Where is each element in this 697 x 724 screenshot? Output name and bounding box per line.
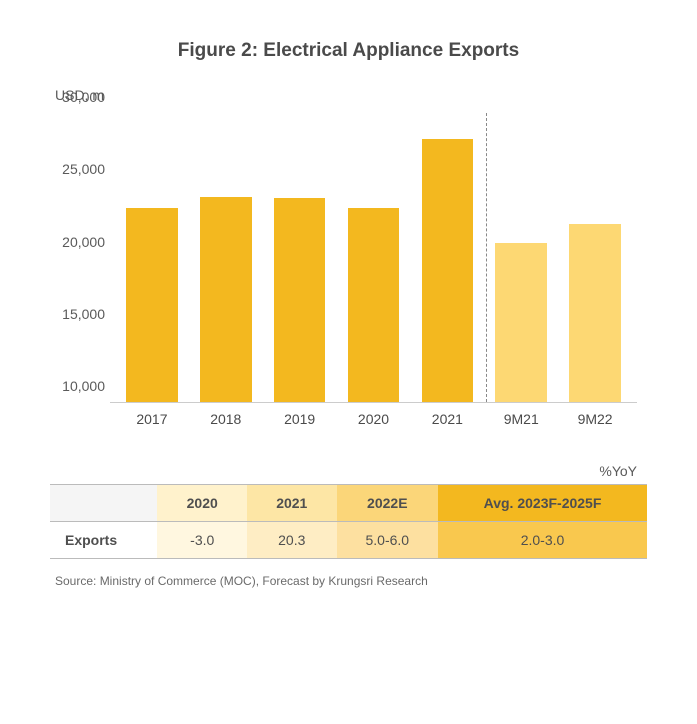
bar <box>422 139 474 402</box>
bars-container <box>110 113 637 402</box>
table-cell: 2.0-3.0 <box>438 522 647 559</box>
table-header-cell <box>50 485 157 522</box>
yoy-label: %YoY <box>50 463 637 479</box>
x-tick-label: 2019 <box>263 403 337 433</box>
y-tick: 30,000 <box>50 89 105 105</box>
table-cell: -3.0 <box>157 522 247 559</box>
source-text: Source: Ministry of Commerce (MOC), Fore… <box>55 574 647 588</box>
bar-slot <box>263 113 337 402</box>
bar <box>569 224 621 402</box>
chart-area: 10,00015,00020,00025,00030,000 201720182… <box>110 113 637 433</box>
data-table: 202020212022EAvg. 2023F-2025F Exports-3.… <box>50 484 647 559</box>
x-tick-label: 9M22 <box>558 403 632 433</box>
bar <box>348 208 400 402</box>
bar <box>126 208 178 402</box>
bar-slot <box>337 113 411 402</box>
x-tick-label: 2021 <box>410 403 484 433</box>
table-row: Exports-3.020.35.0-6.02.0-3.0 <box>50 522 647 559</box>
figure-container: Figure 2: Electrical Appliance Exports U… <box>0 0 697 724</box>
bar <box>495 243 547 402</box>
bar-slot <box>484 113 558 402</box>
table-header-cell: Avg. 2023F-2025F <box>438 485 647 522</box>
bar <box>274 198 326 402</box>
forecast-divider <box>486 113 487 402</box>
y-tick: 20,000 <box>50 234 105 250</box>
bar <box>200 197 252 402</box>
chart-title: Figure 2: Electrical Appliance Exports <box>50 40 647 62</box>
table-header-cell: 2021 <box>247 485 337 522</box>
bar-slot <box>115 113 189 402</box>
y-axis-label: USD, m <box>55 87 647 103</box>
table-header-cell: 2020 <box>157 485 247 522</box>
table-header-row: 202020212022EAvg. 2023F-2025F <box>50 485 647 522</box>
plot-region: 10,00015,00020,00025,00030,000 <box>110 113 637 403</box>
x-labels: 201720182019202020219M219M22 <box>110 403 637 433</box>
x-tick-label: 2018 <box>189 403 263 433</box>
x-tick-label: 2020 <box>337 403 411 433</box>
table-header-cell: 2022E <box>337 485 438 522</box>
bar-slot <box>558 113 632 402</box>
table-cell: Exports <box>50 522 157 559</box>
y-tick: 25,000 <box>50 161 105 177</box>
x-tick-label: 9M21 <box>484 403 558 433</box>
table-cell: 5.0-6.0 <box>337 522 438 559</box>
bar-slot <box>410 113 484 402</box>
y-tick: 10,000 <box>50 378 105 394</box>
y-tick: 15,000 <box>50 306 105 322</box>
bar-slot <box>189 113 263 402</box>
x-tick-label: 2017 <box>115 403 189 433</box>
table-cell: 20.3 <box>247 522 337 559</box>
